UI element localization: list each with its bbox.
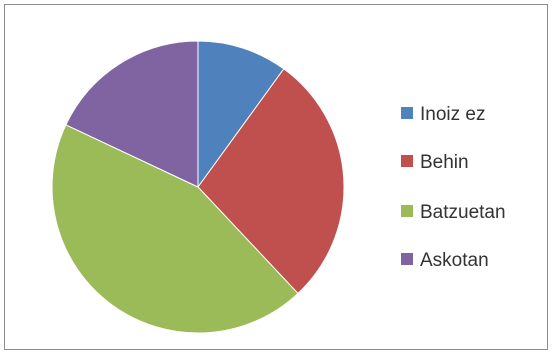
pie-slice-behin	[197, 68, 345, 295]
legend-swatch-inoiz-ez	[401, 107, 413, 119]
legend: Inoiz ez Behin Batzuetan Askotan	[401, 104, 506, 271]
legend-swatch-askotan	[401, 253, 413, 265]
legend-label-askotan: Askotan	[420, 250, 489, 271]
legend-label-batzuetan: Batzuetan	[420, 202, 506, 223]
pie-slice-inoiz-ez	[197, 40, 285, 189]
legend-item-3: Askotan	[401, 250, 489, 271]
legend-item-1: Behin	[401, 152, 469, 173]
legend-swatch-behin	[401, 155, 413, 167]
legend-swatch-batzuetan	[401, 205, 413, 217]
legend-label-inoiz-ez: Inoiz ez	[420, 104, 485, 125]
pie-slice-askotan	[65, 40, 199, 188]
legend-label-behin: Behin	[420, 152, 469, 173]
pie-slices	[51, 40, 345, 334]
legend-item-2: Batzuetan	[401, 202, 506, 223]
pie-slice-batzuetan	[51, 124, 299, 334]
legend-item-0: Inoiz ez	[401, 104, 485, 125]
